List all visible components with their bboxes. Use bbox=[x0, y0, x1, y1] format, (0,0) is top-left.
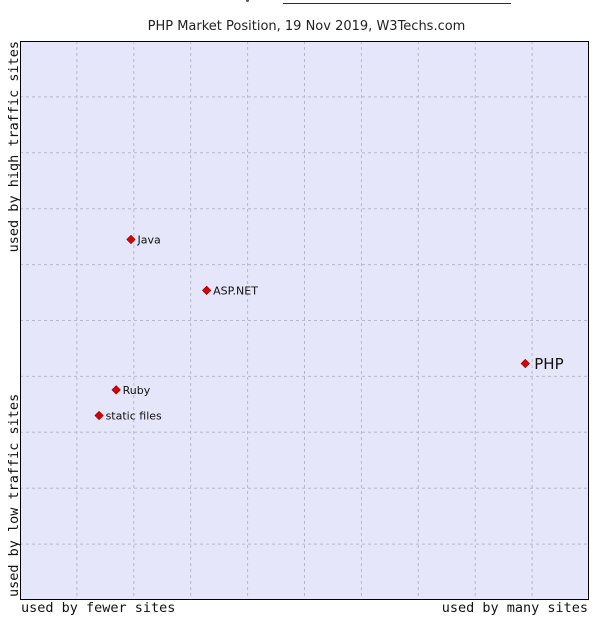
point-marker-asp-net bbox=[202, 285, 212, 295]
x-axis-label-right: used by many sites bbox=[442, 600, 588, 616]
point-asp-net: ASP.NET bbox=[202, 284, 258, 297]
header-link-fragment[interactable] bbox=[283, 0, 511, 4]
point-marker-ruby bbox=[111, 385, 121, 395]
point-label-static-files: static files bbox=[106, 410, 162, 423]
point-label-php: PHP bbox=[534, 355, 563, 373]
point-php: PHP bbox=[520, 355, 564, 373]
point-marker-php bbox=[520, 358, 530, 369]
x-axis-label-left: used by fewer sites bbox=[21, 600, 175, 616]
point-marker-static-files bbox=[94, 410, 104, 421]
point-java: Java bbox=[126, 233, 161, 246]
point-static-files: static files bbox=[94, 410, 162, 423]
chart-title: PHP Market Position, 19 Nov 2019, W3Tech… bbox=[147, 19, 466, 34]
point-ruby: Ruby bbox=[111, 384, 151, 397]
y-axis-label-top: used by high traffic sites bbox=[6, 41, 22, 252]
grid-lines bbox=[20, 41, 589, 600]
header-bullet-dot bbox=[246, 0, 249, 2]
point-label-java: Java bbox=[136, 233, 160, 246]
point-label-asp-net: ASP.NET bbox=[213, 284, 258, 297]
plot-frame bbox=[20, 41, 589, 600]
point-label-ruby: Ruby bbox=[123, 384, 151, 397]
y-axis-label-bottom: used by low traffic sites bbox=[6, 394, 22, 597]
data-points: Java ASP.NET PHP Ruby static files bbox=[94, 233, 564, 423]
point-marker-java bbox=[126, 234, 136, 245]
